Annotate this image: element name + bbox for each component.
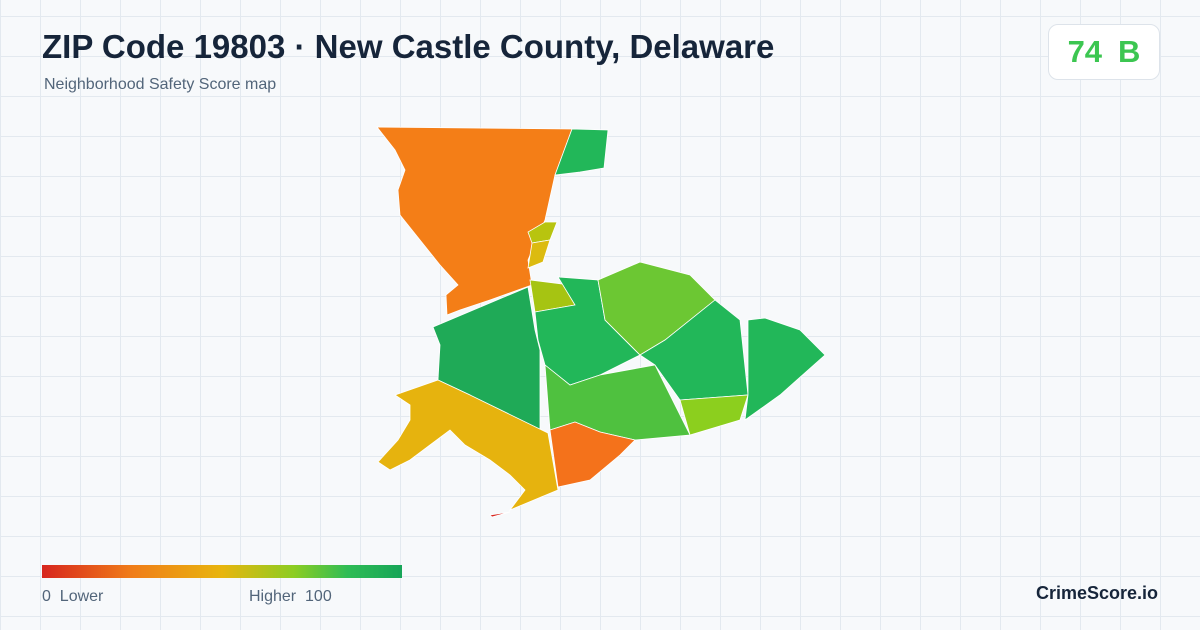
- legend-min-label: Lower: [59, 588, 104, 605]
- legend-max-value: 100: [305, 588, 332, 605]
- subtitle: Neighborhood Safety Score map: [44, 76, 277, 93]
- region: [554, 128, 609, 176]
- legend-max: Higher 100: [249, 588, 332, 606]
- region: [376, 126, 573, 316]
- legend-gradient: [42, 565, 402, 578]
- region: [527, 239, 551, 269]
- region: [489, 511, 511, 518]
- region: [679, 394, 749, 436]
- score-badge: 74 B: [1048, 24, 1160, 80]
- score-grade: B: [1118, 34, 1141, 69]
- region: [549, 421, 636, 488]
- region: [744, 317, 826, 421]
- title: ZIP Code 19803 · New Castle County, Dela…: [42, 28, 775, 65]
- legend-min: 0 Lower: [42, 588, 103, 606]
- brand: CrimeScore.io: [1035, 583, 1158, 603]
- score-value: 74: [1067, 34, 1103, 69]
- legend-max-label: Higher: [249, 588, 297, 605]
- legend-min-value: 0: [42, 588, 51, 605]
- region: [377, 379, 559, 511]
